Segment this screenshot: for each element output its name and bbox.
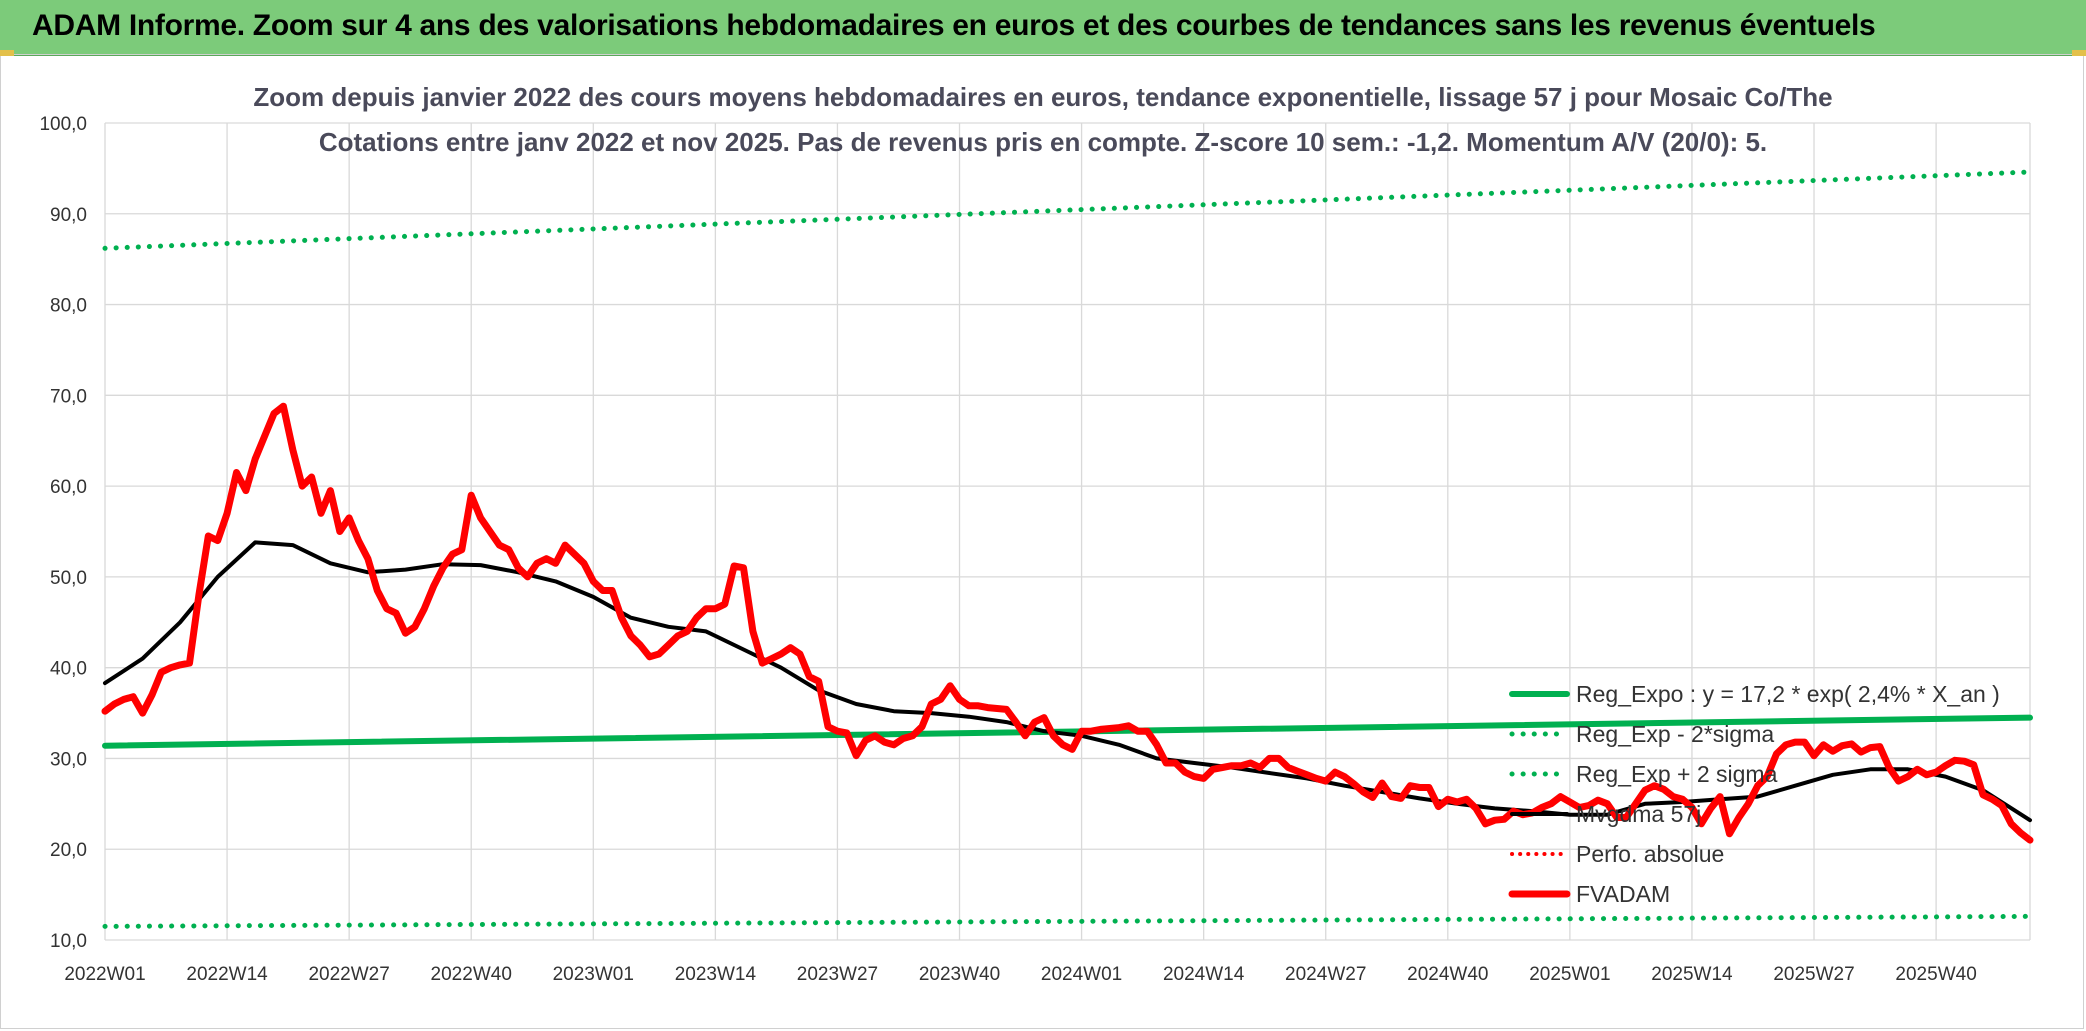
x-tick-label: 2024W27 (1285, 964, 1366, 985)
x-axis-ticks: 2022W01 2022W14 2022W27 2022W40 2023W01 2023W… (64, 964, 1976, 985)
chart-frame (0, 54, 2084, 1029)
y-tick-label: 40,0 (50, 659, 87, 680)
frame-corner-mark (0, 50, 14, 56)
series-line-solid-black (103, 540, 2032, 823)
y-tick-label: 100,0 (39, 114, 87, 135)
y-tick-label: 80,0 (50, 296, 87, 317)
header-banner: ADAM Informe. Zoom sur 4 ans des valoris… (0, 0, 2086, 56)
x-tick-label: 2025W27 (1773, 964, 1854, 985)
legend-entry: Reg_Exp - 2*sigma (1576, 721, 1774, 747)
series-lines (101, 169, 2034, 929)
series-line-solid-red (101, 402, 2034, 844)
x-tick-label: 2024W40 (1407, 964, 1488, 985)
x-tick-label: 2025W40 (1895, 964, 1976, 985)
chart-title-line2: Cotations entre janv 2022 et nov 2025. P… (318, 127, 1768, 157)
x-tick-label: 2023W27 (797, 964, 878, 985)
x-tick-label: 2023W14 (675, 964, 757, 985)
y-tick-label: 60,0 (50, 477, 87, 498)
y-tick-label: 50,0 (50, 568, 87, 589)
legend-entry: Reg_Expo : y = 17,2 * exp( 2,4% * X_an ) (1576, 681, 2000, 707)
y-tick-label: 70,0 (50, 386, 87, 407)
x-tick-label: 2025W01 (1529, 964, 1610, 985)
y-axis-ticks: 10,0 20,0 30,0 40,0 50,0 60,0 70,0 80,0 90,0 100,… (39, 114, 87, 952)
report-title: ADAM Informe. Zoom sur 4 ans des valoris… (32, 9, 1876, 42)
x-tick-label: 2024W01 (1041, 964, 1122, 985)
legend-entry: Mvgdma 57j (1576, 801, 1701, 827)
y-tick-label: 90,0 (50, 205, 87, 226)
frame-corner-mark (2072, 50, 2086, 56)
x-tick-label: 2023W01 (553, 964, 634, 985)
series-line-dotted-green (102, 169, 2033, 251)
legend-entry: Reg_Exp + 2 sigma (1576, 761, 1778, 787)
gridlines (104, 122, 2031, 941)
x-tick-label: 2022W14 (186, 964, 268, 985)
legend-entry: FVADAM (1576, 881, 1670, 907)
series-line-dotted-green (102, 913, 2033, 929)
series-line-solid-green (102, 714, 2033, 749)
legend-entry: Perfo. absolue (1576, 841, 1724, 867)
x-tick-label: 2023W40 (919, 964, 1000, 985)
x-tick-label: 2022W27 (308, 964, 389, 985)
chart-legend: Reg_Expo : y = 17,2 * exp( 2,4% * X_an )… (1508, 681, 2000, 907)
chart-title-line1: Zoom depuis janvier 2022 des cours moyen… (253, 82, 1833, 112)
y-tick-label: 10,0 (50, 931, 87, 952)
x-tick-label: 2024W14 (1163, 964, 1245, 985)
y-tick-label: 30,0 (50, 749, 87, 770)
y-tick-label: 20,0 (50, 840, 87, 861)
x-tick-label: 2025W14 (1651, 964, 1733, 985)
x-tick-label: 2022W40 (431, 964, 512, 985)
x-tick-label: 2022W01 (64, 964, 145, 985)
